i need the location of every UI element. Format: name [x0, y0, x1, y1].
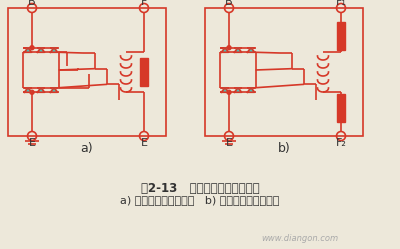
Text: B: B — [225, 0, 233, 7]
Circle shape — [338, 113, 344, 118]
Circle shape — [338, 41, 344, 46]
Text: www.diangon.com: www.diangon.com — [262, 234, 338, 243]
Text: F: F — [141, 0, 147, 7]
Text: 图2-13   交流发电机的搭铁型式: 图2-13 交流发电机的搭铁型式 — [141, 182, 259, 194]
Bar — [337, 94, 345, 122]
Bar — [140, 58, 148, 86]
Text: b): b) — [278, 141, 290, 154]
Text: F₂: F₂ — [336, 138, 346, 148]
Text: a) 内搭铁型交流发电机   b) 外搭铁型交流发电机: a) 内搭铁型交流发电机 b) 外搭铁型交流发电机 — [120, 195, 280, 205]
Polygon shape — [234, 48, 242, 52]
Circle shape — [30, 90, 34, 94]
Polygon shape — [50, 48, 58, 52]
Text: E: E — [140, 138, 148, 148]
Polygon shape — [248, 48, 254, 52]
Bar — [205, 8, 363, 136]
Polygon shape — [38, 88, 44, 92]
Polygon shape — [234, 88, 242, 92]
Text: E: E — [28, 138, 36, 148]
Circle shape — [338, 26, 344, 32]
Polygon shape — [50, 88, 58, 92]
Text: F₁: F₁ — [336, 0, 346, 7]
Bar — [8, 8, 166, 136]
Polygon shape — [222, 48, 228, 52]
Polygon shape — [222, 88, 228, 92]
Polygon shape — [38, 48, 44, 52]
Polygon shape — [24, 88, 32, 92]
Circle shape — [142, 76, 146, 81]
Circle shape — [227, 46, 231, 50]
Text: a): a) — [81, 141, 93, 154]
Bar — [337, 22, 345, 50]
Text: E: E — [226, 138, 232, 148]
Circle shape — [30, 46, 34, 50]
Circle shape — [338, 99, 344, 104]
Polygon shape — [248, 88, 254, 92]
Text: B: B — [28, 0, 36, 7]
Circle shape — [227, 90, 231, 94]
Polygon shape — [24, 48, 32, 52]
Circle shape — [142, 62, 146, 67]
